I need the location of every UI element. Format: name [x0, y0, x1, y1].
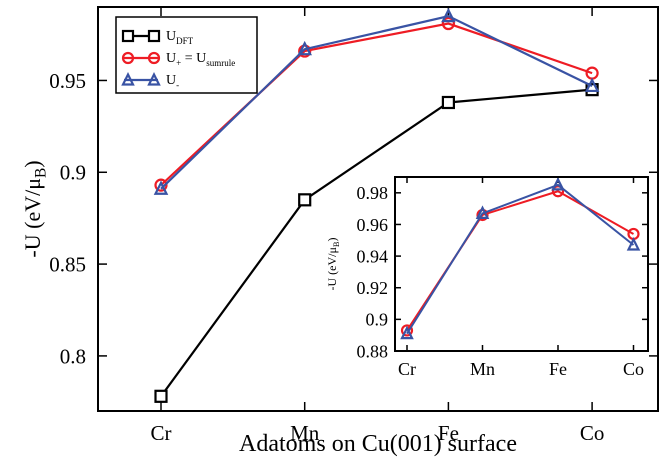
x-tick-label-1-3: Co: [623, 359, 644, 379]
y-tick-label-1-4: 0.96: [357, 215, 389, 235]
data-point-0-2-3: [584, 77, 600, 93]
y-tick-label-0-0: 0.8: [60, 344, 86, 368]
chart-0: Cr Mn Fe Co0.80.850.90.95-U (eV/μB)Adatoms …: [20, 6, 659, 457]
data-point-0-2-0: [153, 180, 169, 195]
x-axis-label-0: Adatoms on Cu(001) surface: [239, 431, 517, 457]
legend-label-1: U+ = Usumrule: [166, 51, 235, 68]
legend-marker-left-1: [121, 51, 135, 65]
x-tick-label-0-1: Mn: [290, 421, 320, 445]
data-point-0-0-0: [154, 389, 168, 403]
data-point-1-1-0: [400, 325, 414, 340]
legend-marker-left-2: [121, 72, 135, 86]
x-tick-label-0-0: Cr: [151, 421, 172, 445]
legend-label-rest-sub-1: sumrule: [206, 58, 235, 68]
legend-label-sub-1: +: [176, 58, 181, 68]
series-line-0-2: [160, 15, 593, 190]
legend-label-main-0: U: [166, 29, 176, 44]
y-axis-label-close-1: ): [325, 237, 339, 241]
y-tick-label-0-1: 0.85: [49, 252, 86, 276]
data-point-0-2-2: [441, 7, 456, 23]
data-point-1-1-3: [626, 237, 641, 251]
x-tick-label-0-2: Fe: [438, 421, 459, 445]
x-tick-label-1-0: Cr: [398, 359, 416, 379]
y-axis-label-1: -U (eV/μB): [325, 237, 341, 290]
data-point-0-2-1: [297, 40, 312, 56]
data-point-1-1-2: [551, 176, 565, 191]
y-axis-label-sub-0: B: [33, 168, 50, 178]
y-tick-label-1-5: 0.98: [357, 183, 389, 203]
legend-marker-right-1: [147, 51, 161, 65]
data-point-1-0-2: [551, 185, 565, 198]
y-axis-label-sub-1: B: [332, 241, 341, 247]
legend-label-sub-2: -: [176, 80, 179, 90]
y-tick-label-0-3: 0.95: [49, 69, 86, 93]
chart-1: Cr Mn Fe Co 0.88 0.9 0.92 0.94 0.96 0.98 -U (eV/μB…: [325, 176, 649, 379]
legend-label-2: U-: [166, 73, 179, 90]
data-point-1-1-1: [475, 205, 490, 219]
y-axis-label-0: -U (eV/μB): [20, 160, 50, 257]
legend-marker-right-0: [147, 29, 161, 43]
x-tick-label-1-2: Fe: [549, 359, 567, 379]
legend-marker-left-0: [121, 29, 135, 43]
data-point-0-0-2: [441, 95, 455, 110]
x-tick-label-0-3: Co: [580, 421, 605, 445]
y-tick-label-1-3: 0.94: [357, 246, 389, 266]
data-point-0-1-0: [154, 178, 168, 192]
y-tick-label-0-2: 0.9: [60, 161, 86, 185]
y-axis-label-main-1: -U (eV/μ: [325, 247, 339, 290]
legend-label-main-2: U: [166, 73, 176, 88]
plot-frame-1: [394, 176, 649, 352]
data-point-0-1-2: [441, 16, 455, 31]
y-tick-label-1-2: 0.92: [357, 278, 389, 298]
series-line-1-1: [406, 183, 635, 335]
plot-frame-0: [97, 6, 659, 412]
x-tick-label-1-1: Mn: [470, 359, 495, 379]
legend-marker-right-2: [147, 72, 161, 86]
y-tick-label-1-1: 0.9: [366, 310, 389, 330]
plot-bg-1: [395, 177, 648, 351]
data-point-0-0-1: [298, 193, 312, 207]
y-axis-label-close-0: ): [20, 160, 45, 167]
legend-label-sub-0: DFT: [176, 36, 194, 46]
data-point-1-0-0: [400, 324, 414, 337]
legend-label-rest-1: = U: [181, 51, 206, 66]
legend-label-main-1: U: [166, 51, 176, 66]
series-line-0-0: [160, 88, 593, 397]
y-axis-label-main-0: -U (eV/μ: [20, 178, 45, 258]
y-tick-label-1-0: 0.88: [357, 341, 389, 361]
legend-label-0: UDFT: [166, 29, 194, 46]
